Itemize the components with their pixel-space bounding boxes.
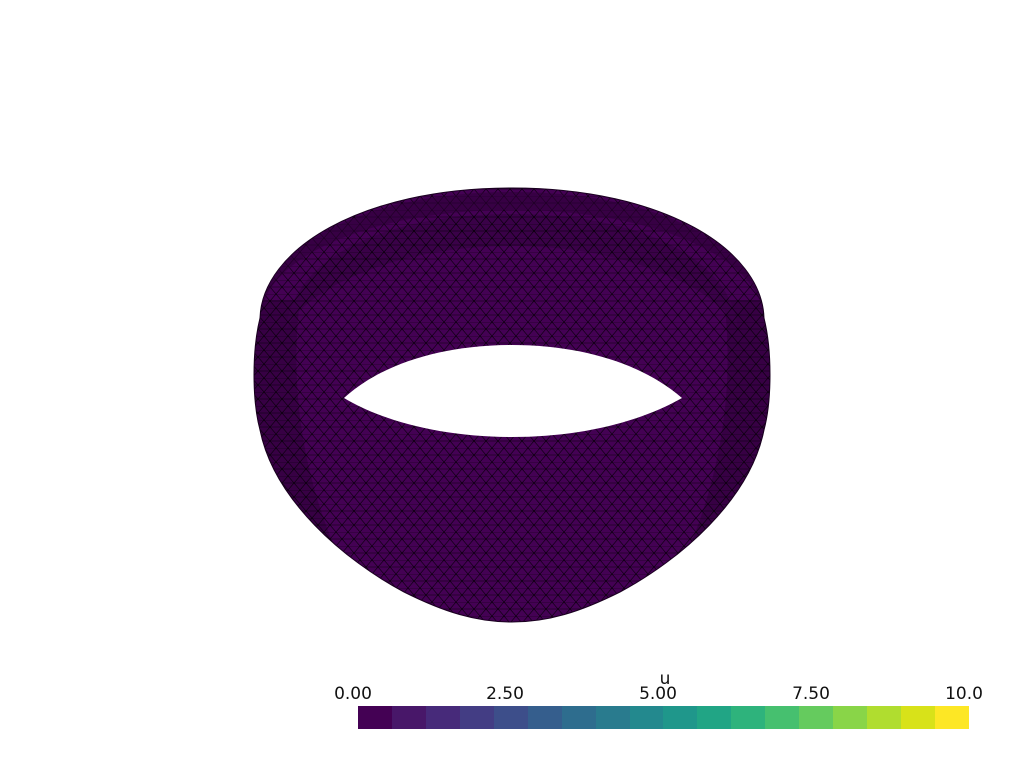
scalar-bar-segment	[629, 706, 664, 729]
scalar-bar-segment	[799, 706, 834, 729]
scalar-bar-segment	[663, 706, 698, 729]
scalar-bar-tick-2: 5.00	[639, 684, 677, 704]
ring-top-rim	[262, 192, 762, 312]
scalar-bar-segment	[833, 706, 868, 729]
scalar-bar-segment	[459, 706, 494, 729]
scalar-bar-segment	[391, 706, 426, 729]
scalar-bar-gradient	[358, 706, 969, 729]
scalar-bar-segment	[595, 706, 630, 729]
scalar-bar-segment	[934, 706, 969, 729]
scalar-bar-segment	[765, 706, 800, 729]
scalar-bar-segment	[493, 706, 528, 729]
scalar-bar-segment	[561, 706, 596, 729]
scalar-bar-segment	[358, 706, 392, 729]
scalar-bar-segment	[901, 706, 935, 729]
scalar-bar-tick-0: 0.00	[334, 684, 372, 704]
scalar-bar-segment	[867, 706, 901, 729]
scalar-bar-segment	[527, 706, 562, 729]
scalar-bar-title: u	[659, 669, 671, 689]
scalar-bar-segment	[697, 706, 732, 729]
ring-opening	[344, 345, 682, 437]
scalar-bar-segment	[731, 706, 766, 729]
scalar-bar-tick-1: 2.50	[486, 684, 524, 704]
ring-inner-wall	[286, 214, 738, 330]
scalar-bar-tick-4: 10.0	[945, 684, 983, 704]
scalar-bar-segment	[425, 706, 460, 729]
scalar-bar-tick-3: 7.50	[792, 684, 830, 704]
